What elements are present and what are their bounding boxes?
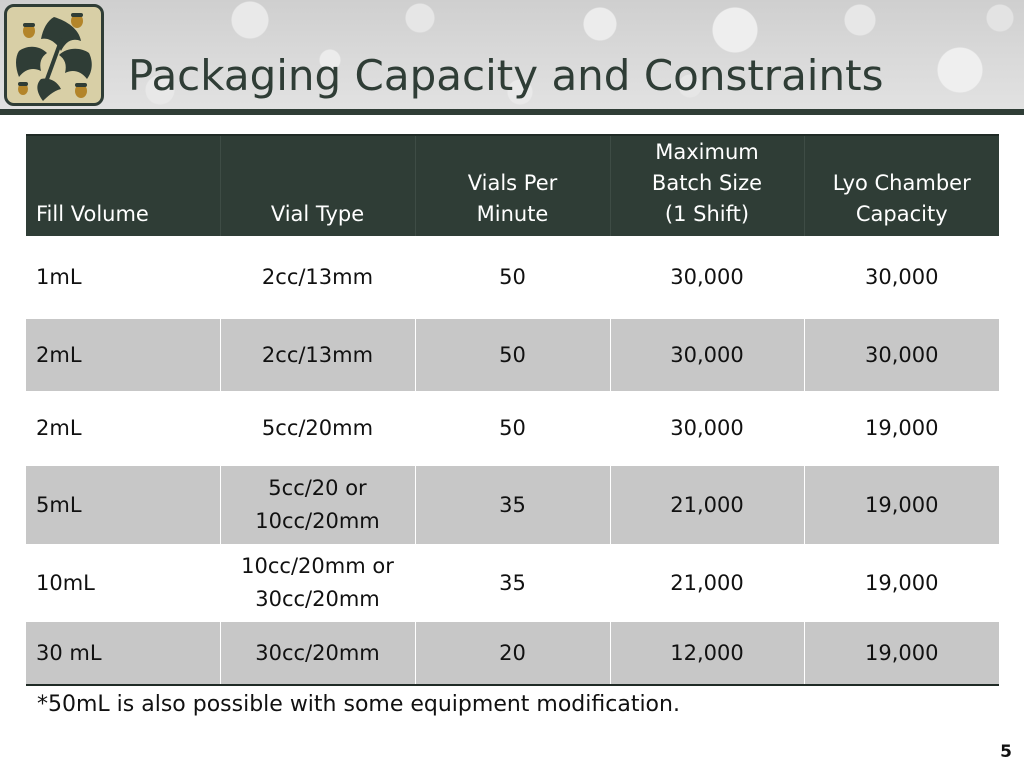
cell-max-batch-size: 12,000 [609,622,804,685]
header-line: Vial Type [270,202,365,226]
table-row: 2mL 2cc/13mm 50 30,000 30,000 [26,319,999,391]
header-line: Vials Per [467,171,558,195]
vial-type-line: 30cc/20mm [255,640,380,665]
footnote: *50mL is also possible with some equipme… [37,692,680,717]
cell-vials-per-minute: 35 [414,544,610,622]
column-header-vials-per-minute: Vials Per Minute [414,135,610,236]
column-header-vial-type: Vial Type [219,135,415,236]
cell-lyo-capacity: 30,000 [803,236,999,319]
header-line: Maximum [655,140,759,164]
cell-fill-volume: 30 mL [36,640,102,665]
capacity-table: Fill Volume Vial Type Vials Per Minute M… [26,134,999,686]
vial-type-line: 2cc/13mm [261,342,374,367]
cell-vial-type: 2cc/13mm [219,319,415,391]
column-header-fill-volume: Fill Volume [26,135,220,236]
header-line: Lyo Chamber [832,171,971,195]
cell-fill-volume: 1mL [36,265,82,289]
table-row: 30 mL 30cc/20mm 20 12,000 19,000 [26,622,999,685]
table-row: 2mL 5cc/20mm 50 30,000 19,000 [26,391,999,466]
column-header-max-batch-size: Maximum Batch Size (1 Shift) [609,135,804,236]
cell-lyo-capacity: 30,000 [803,319,999,391]
column-header-lyo-chamber-capacity: Lyo Chamber Capacity [803,135,999,236]
cell-max-batch-size: 30,000 [609,236,804,319]
cell-fill-volume: 2mL [36,342,82,367]
vial-type-line: 10cc/20mm or [241,554,394,578]
cell-vials-per-minute: 50 [414,391,610,466]
vial-type-line: 2cc/13mm [261,265,374,289]
header-line: (1 Shift) [664,202,750,226]
cell-vial-type: 10cc/20mm or 30cc/20mm [219,544,415,622]
oak-leaf-acorn-icon [4,4,104,106]
cell-vials-per-minute: 50 [414,236,610,319]
table-row: 1mL 2cc/13mm 50 30,000 30,000 [26,236,999,319]
table-row: 5mL 5cc/20 or 10cc/20mm 35 21,000 19,000 [26,466,999,544]
vial-type-line: 5cc/20mm [261,416,374,440]
cell-fill-volume: 10mL [36,570,95,595]
header-line: Fill Volume [36,202,149,226]
page-number: 5 [1000,742,1012,762]
cell-lyo-capacity: 19,000 [803,622,999,685]
header-background [0,0,1024,112]
header-line: Capacity [855,202,948,226]
cell-vial-type: 30cc/20mm [219,622,415,685]
cell-fill-volume: 2mL [36,416,82,440]
cell-fill-volume: 5mL [36,492,82,517]
vial-type-line: 5cc/20 or [268,476,367,500]
cell-vials-per-minute: 35 [414,466,610,544]
slide-title: Packaging Capacity and Constraints [128,51,884,100]
cell-lyo-capacity: 19,000 [803,466,999,544]
cell-lyo-capacity: 19,000 [803,391,999,466]
cell-max-batch-size: 30,000 [609,319,804,391]
cell-max-batch-size: 21,000 [609,544,804,622]
vial-type-line: 10cc/20mm [255,509,380,533]
cell-vial-type: 5cc/20 or 10cc/20mm [219,466,415,544]
cell-lyo-capacity: 19,000 [803,544,999,622]
table-header-row: Fill Volume Vial Type Vials Per Minute M… [26,135,999,236]
header-line: Batch Size [651,171,763,195]
vial-type-line: 30cc/20mm [255,587,380,611]
table-row: 10mL 10cc/20mm or 30cc/20mm 35 21,000 19… [26,544,999,622]
cell-vials-per-minute: 50 [414,319,610,391]
header-divider [0,109,1024,115]
header-line: Minute [476,202,549,226]
cell-vial-type: 2cc/13mm [219,236,415,319]
cell-max-batch-size: 21,000 [609,466,804,544]
cell-vials-per-minute: 20 [414,622,610,685]
cell-max-batch-size: 30,000 [609,391,804,466]
cell-vial-type: 5cc/20mm [219,391,415,466]
